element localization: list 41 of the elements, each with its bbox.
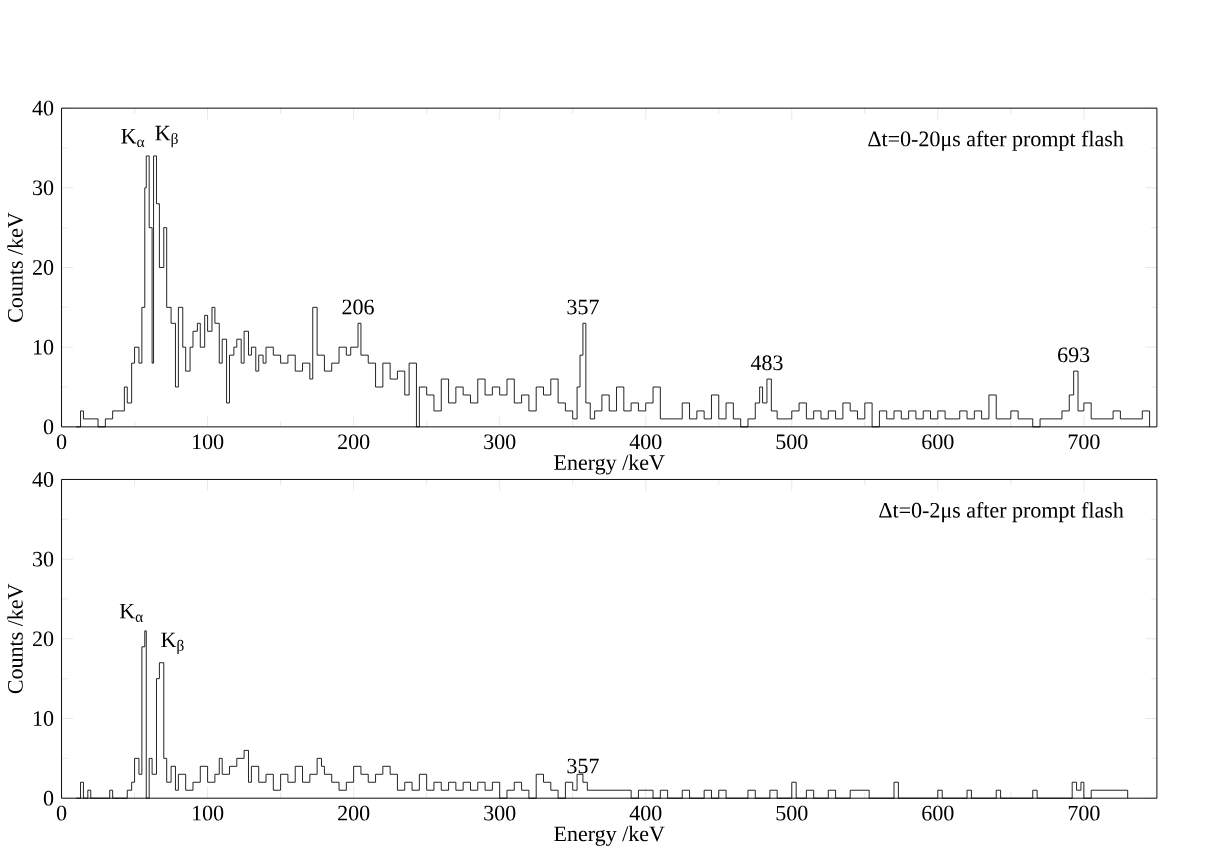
y-tick-label: 20 bbox=[32, 631, 54, 647]
x-tick-label: 0 bbox=[56, 805, 67, 821]
annotation: 693 bbox=[1058, 347, 1090, 363]
y-tick-label: 10 bbox=[33, 711, 54, 726]
annotation: Δt=0-2μs after prompt flash bbox=[879, 501, 1124, 523]
x-tick-label: 0 bbox=[56, 434, 67, 450]
annotation: 483 bbox=[750, 355, 783, 371]
x-tick-label: 300 bbox=[484, 805, 516, 821]
annotation: K$_{β}$ bbox=[155, 125, 178, 148]
x-axis-title: Energy /keV bbox=[554, 454, 665, 475]
annotation: Δt=0-20μs after prompt flash bbox=[868, 130, 1124, 151]
x-axis-title: Energy /keV bbox=[554, 825, 665, 846]
y-axis-title: Counts /keV bbox=[7, 212, 23, 322]
x-tick-label: 400 bbox=[629, 805, 662, 821]
x-tick-label: 100 bbox=[193, 434, 224, 450]
x-tick-label: 200 bbox=[338, 434, 370, 450]
x-tick-label: 300 bbox=[484, 434, 516, 450]
y-tick-label: 10 bbox=[33, 339, 54, 355]
y-axis-title: Counts /keV bbox=[7, 583, 23, 694]
x-tick-label: 200 bbox=[338, 805, 370, 821]
y-tick-label: 30 bbox=[33, 180, 54, 196]
x-tick-label: 700 bbox=[1068, 434, 1100, 450]
x-tick-label: 400 bbox=[629, 434, 662, 450]
y-tick-label: 40 bbox=[32, 100, 54, 116]
x-tick-label: 700 bbox=[1068, 805, 1100, 821]
y-tick-label: 40 bbox=[32, 471, 54, 487]
y-tick-label: 0 bbox=[43, 419, 54, 435]
annotation: K$_{α}$ bbox=[119, 603, 143, 622]
x-tick-label: 600 bbox=[922, 805, 954, 821]
y-tick-label: 20 bbox=[32, 260, 54, 275]
annotation: 357 bbox=[567, 299, 599, 315]
x-tick-label: 500 bbox=[776, 434, 808, 450]
y-tick-label: 0 bbox=[43, 790, 54, 806]
y-tick-label: 30 bbox=[33, 551, 54, 567]
x-tick-label: 100 bbox=[193, 805, 224, 821]
x-tick-label: 600 bbox=[922, 434, 954, 450]
annotation: K$_{α}$ bbox=[121, 128, 145, 148]
annotation: K$_{β}$ bbox=[161, 632, 184, 654]
annotation: 206 bbox=[342, 299, 374, 315]
x-tick-label: 500 bbox=[776, 805, 808, 821]
annotation: 357 bbox=[567, 758, 599, 774]
